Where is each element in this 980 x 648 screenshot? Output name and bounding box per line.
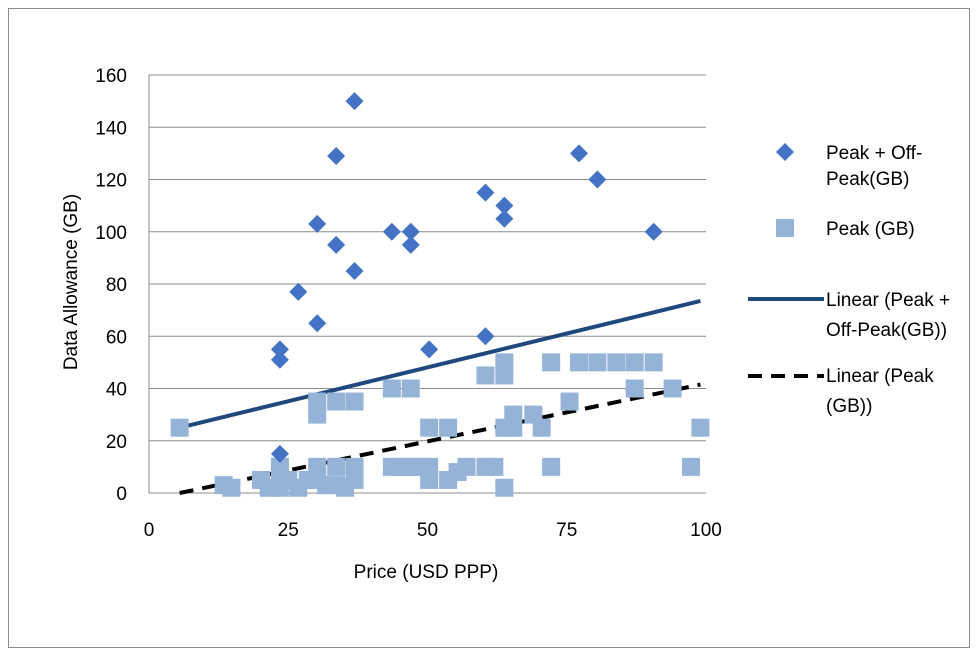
scatter-chart: 0 20 40 60 80 100 120 140 160 0 25 50 75 100 Price (… [61, 66, 950, 583]
square-point [420, 470, 439, 489]
x-tick-label: 25 [278, 520, 299, 541]
square-point [542, 353, 561, 372]
diamond-point [401, 222, 420, 241]
diamond-point [345, 261, 364, 280]
y-tick-label: 100 [95, 223, 127, 244]
square-point [327, 392, 346, 411]
diamond-point [476, 183, 495, 202]
legend-label: Off-Peak(GB)) [826, 320, 947, 341]
legend-label: Linear (Peak + [826, 290, 950, 311]
square-point [345, 392, 364, 411]
diamond-point [270, 350, 289, 369]
diamond-point [270, 444, 289, 463]
y-tick-label: 120 [95, 171, 127, 192]
square-point [327, 457, 346, 476]
diamond-point [327, 146, 346, 165]
x-tick-label: 0 [144, 520, 155, 541]
diamond-point [382, 222, 401, 241]
square-point [495, 366, 514, 385]
trendline-peak-off-peak [179, 299, 701, 430]
diamond-point [308, 314, 327, 333]
square-point [560, 392, 579, 411]
square-point [625, 353, 644, 372]
legend-label: (GB)) [826, 396, 872, 417]
diamond-point [476, 327, 495, 346]
legend-label: Peak (GB) [826, 219, 915, 240]
y-tick-label: 60 [106, 327, 127, 348]
legend: Peak + Off- Peak(GB) Peak (GB) Linear (Peak… [748, 143, 950, 417]
diamond-point [345, 92, 364, 111]
x-tick-label: 100 [690, 520, 722, 541]
y-tick-label: 20 [106, 432, 127, 453]
gridlines [148, 74, 706, 494]
diamond-point [327, 235, 346, 254]
square-point [345, 470, 364, 489]
diamond-point [289, 282, 308, 301]
diamond-point [308, 214, 327, 233]
square-point [308, 405, 327, 424]
legend-diamond-marker [776, 143, 794, 161]
data-points [170, 92, 710, 497]
x-tick-labels: 0 25 50 75 100 [144, 520, 722, 541]
square-point [495, 478, 514, 497]
x-tick-label: 50 [417, 520, 438, 541]
diamond-point [495, 209, 514, 228]
legend-label: Linear (Peak [826, 366, 934, 387]
y-tick-label: 0 [116, 484, 127, 505]
square-point [382, 379, 401, 398]
trendline-peak [179, 382, 701, 495]
square-point [420, 418, 439, 437]
square-point [504, 418, 523, 437]
y-tick-labels: 0 20 40 60 80 100 120 140 160 [95, 66, 127, 505]
square-point [439, 418, 458, 437]
y-axis-title: Data Allowance (GB) [61, 194, 82, 370]
diamond-point [644, 222, 663, 241]
trendlines [179, 299, 701, 495]
diamond-point [270, 340, 289, 359]
y-tick-label: 40 [106, 380, 127, 401]
square-point [222, 478, 241, 497]
square-point [607, 353, 626, 372]
diamond-point [420, 340, 439, 359]
legend-label: Peak(GB) [826, 169, 909, 190]
square-point [644, 353, 663, 372]
diamond-point [588, 170, 607, 189]
x-axis-title: Price (USD PPP) [354, 562, 499, 583]
square-point [485, 457, 504, 476]
diamond-point [495, 196, 514, 215]
square-point [691, 418, 710, 437]
legend-label: Peak + Off- [826, 143, 922, 164]
square-point [542, 457, 561, 476]
y-tick-label: 80 [106, 275, 127, 296]
y-tick-label: 160 [95, 66, 127, 87]
y-tick-label: 140 [95, 118, 127, 139]
square-point [170, 418, 189, 437]
square-point [588, 353, 607, 372]
square-point [681, 457, 700, 476]
square-point [570, 353, 589, 372]
diamond-point [570, 144, 589, 163]
square-point [663, 379, 682, 398]
x-tick-label: 75 [556, 520, 577, 541]
diamond-point [401, 235, 420, 254]
square-point [532, 418, 551, 437]
square-point [476, 366, 495, 385]
square-point [401, 379, 420, 398]
square-point [457, 457, 476, 476]
legend-square-marker [776, 219, 794, 237]
square-point [625, 379, 644, 398]
